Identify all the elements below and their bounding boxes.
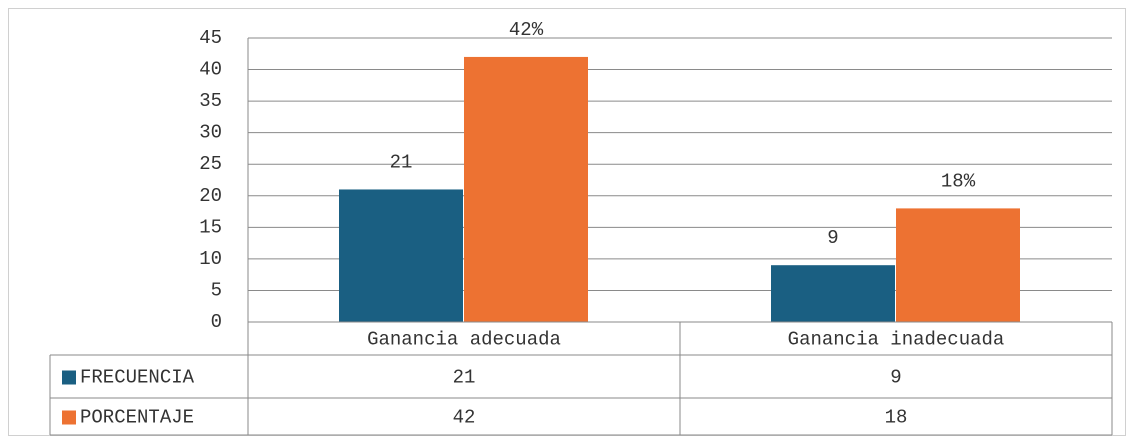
y-tick-label: 25 (199, 153, 222, 175)
data-label: 21 (390, 151, 413, 173)
bar (464, 56, 588, 322)
legend-label: PORCENTAJE (80, 407, 194, 429)
legend-swatch (62, 370, 76, 385)
y-tick-label: 15 (199, 216, 222, 238)
y-tick-label: 0 (211, 311, 222, 333)
y-tick-label: 20 (199, 185, 222, 207)
bar (771, 265, 895, 322)
data-label: 42% (509, 19, 544, 41)
data-label: 9 (827, 227, 838, 249)
y-tick-label: 45 (199, 27, 222, 49)
bar (896, 208, 1020, 322)
y-tick-label: 10 (199, 248, 222, 270)
x-tick-label: Ganancia inadecuada (788, 329, 1005, 351)
x-tick-label: Ganancia adecuada (367, 329, 561, 351)
legend-label: FRECUENCIA (80, 367, 195, 389)
table-cell: 42 (453, 407, 476, 429)
table-cell: 9 (890, 367, 901, 389)
bar (339, 189, 463, 322)
legend-swatch (62, 410, 76, 425)
y-tick-label: 5 (211, 279, 222, 301)
y-tick-label: 40 (199, 59, 222, 81)
y-tick-label: 30 (199, 122, 222, 144)
table-cell: 18 (885, 407, 908, 429)
data-label: 18% (941, 170, 976, 192)
y-tick-label: 35 (199, 90, 222, 112)
table-cell: 21 (453, 367, 476, 389)
